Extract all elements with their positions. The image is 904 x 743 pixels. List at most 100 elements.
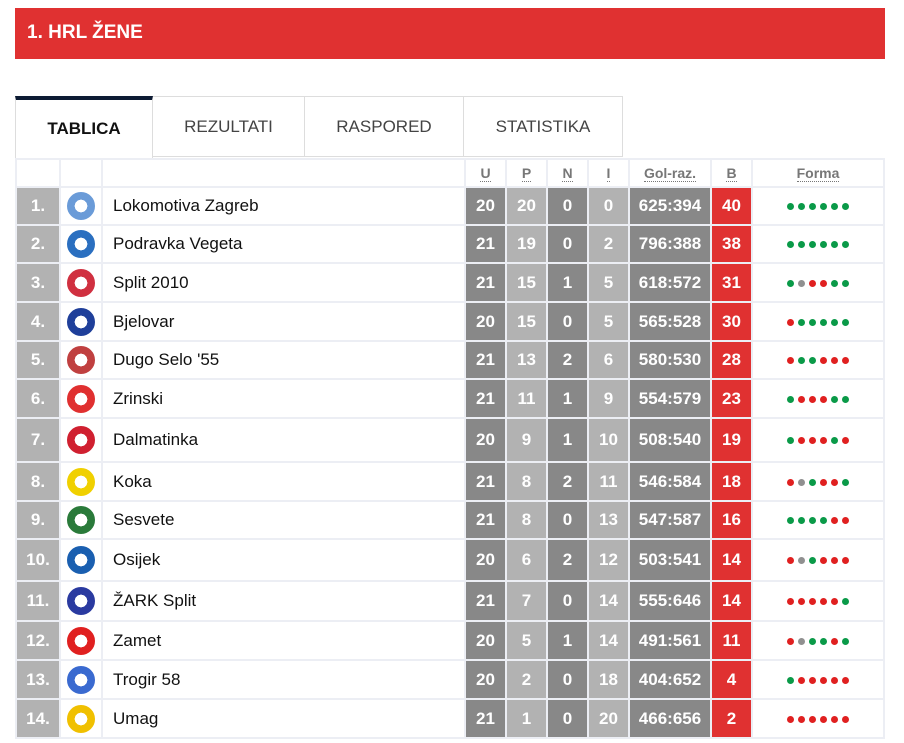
rank: 13. xyxy=(15,659,61,700)
wins: 8 xyxy=(505,461,548,502)
wins: 15 xyxy=(505,301,548,342)
tab-rezultati[interactable]: REZULTATI xyxy=(153,96,305,157)
team-name[interactable]: Trogir 58 xyxy=(101,659,466,700)
table-row[interactable]: 7. Dalmatinka 20 9 1 10 508:540 19 xyxy=(15,417,885,463)
losses: 18 xyxy=(587,659,630,700)
form-dot-loss xyxy=(820,395,827,403)
team-logo-icon xyxy=(67,307,95,336)
form-dot-win xyxy=(809,478,816,486)
points: 30 xyxy=(710,301,753,342)
form-dot-win xyxy=(831,241,838,249)
points: 18 xyxy=(710,461,753,502)
rank: 8. xyxy=(15,461,61,502)
team-name[interactable]: Split 2010 xyxy=(101,262,466,303)
form-dot-win xyxy=(831,395,838,403)
form xyxy=(751,659,885,700)
col-n[interactable]: N xyxy=(546,158,589,188)
points: 14 xyxy=(710,580,753,622)
col-u[interactable]: U xyxy=(464,158,507,188)
form-dot-win xyxy=(842,318,849,326)
col-p[interactable]: P xyxy=(505,158,548,188)
team-logo-icon xyxy=(67,546,95,574)
col-gol[interactable]: Gol-raz. xyxy=(628,158,712,188)
form-dot-loss xyxy=(842,437,849,445)
form-dot-loss xyxy=(787,557,794,565)
draws: 0 xyxy=(546,659,589,700)
table-row[interactable]: 2. Podravka Vegeta 21 19 0 2 796:388 38 xyxy=(15,224,885,264)
form-dot-loss xyxy=(787,637,794,645)
team-logo xyxy=(59,580,103,622)
form-dot-loss xyxy=(842,715,849,723)
form-dot-win xyxy=(820,318,827,326)
rank-header xyxy=(15,158,61,188)
table-row[interactable]: 4. Bjelovar 20 15 0 5 565:528 30 xyxy=(15,301,885,342)
table-row[interactable]: 6. Zrinski 21 11 1 9 554:579 23 xyxy=(15,378,885,419)
table-row[interactable]: 12. Zamet 20 5 1 14 491:561 11 xyxy=(15,620,885,661)
team-name[interactable]: Zrinski xyxy=(101,378,466,419)
goal-difference: 547:587 xyxy=(628,500,712,540)
team-name[interactable]: Bjelovar xyxy=(101,301,466,342)
form xyxy=(751,186,885,226)
team-logo-icon xyxy=(67,230,95,258)
form-dot-loss xyxy=(842,357,849,365)
team-name[interactable]: Zamet xyxy=(101,620,466,661)
team-name[interactable]: Dugo Selo '55 xyxy=(101,340,466,380)
team-name[interactable]: Podravka Vegeta xyxy=(101,224,466,264)
draws: 0 xyxy=(546,224,589,264)
points: 11 xyxy=(710,620,753,661)
team-name[interactable]: Dalmatinka xyxy=(101,417,466,463)
table-row[interactable]: 1. Lokomotiva Zagreb 20 20 0 0 625:394 4… xyxy=(15,186,885,226)
table-row[interactable]: 10. Osijek 20 6 2 12 503:541 14 xyxy=(15,538,885,582)
form-dot-win xyxy=(787,203,794,211)
table-row[interactable]: 11. ŽARK Split 21 7 0 14 555:646 14 xyxy=(15,580,885,622)
wins: 8 xyxy=(505,500,548,540)
team-name[interactable]: Koka xyxy=(101,461,466,502)
team-name[interactable]: ŽARK Split xyxy=(101,580,466,622)
form-dot-loss xyxy=(798,437,805,445)
wins: 13 xyxy=(505,340,548,380)
form-dot-win xyxy=(831,318,838,326)
form-dot-draw xyxy=(798,478,805,486)
team-name[interactable]: Umag xyxy=(101,698,466,739)
draws: 1 xyxy=(546,262,589,303)
form-dot-loss xyxy=(787,478,794,486)
team-logo xyxy=(59,378,103,419)
goal-difference: 625:394 xyxy=(628,186,712,226)
table-row[interactable]: 14. Umag 21 1 0 20 466:656 2 xyxy=(15,698,885,739)
draws: 0 xyxy=(546,500,589,540)
played: 21 xyxy=(464,461,507,502)
form-dot-win xyxy=(798,241,805,249)
points: 4 xyxy=(710,659,753,700)
team-logo xyxy=(59,262,103,303)
col-i[interactable]: I xyxy=(587,158,630,188)
table-row[interactable]: 9. Sesvete 21 8 0 13 547:587 16 xyxy=(15,500,885,540)
rank: 6. xyxy=(15,378,61,419)
tab-tablica[interactable]: TABLICA xyxy=(15,96,153,158)
col-b[interactable]: B xyxy=(710,158,753,188)
table-row[interactable]: 8. Koka 21 8 2 11 546:584 18 xyxy=(15,461,885,502)
team-logo xyxy=(59,538,103,582)
form-dot-loss xyxy=(809,715,816,723)
table-row[interactable]: 13. Trogir 58 20 2 0 18 404:652 4 xyxy=(15,659,885,700)
team-name[interactable]: Osijek xyxy=(101,538,466,582)
played: 20 xyxy=(464,417,507,463)
form-dot-loss xyxy=(831,517,838,525)
table-row[interactable]: 5. Dugo Selo '55 21 13 2 6 580:530 28 xyxy=(15,340,885,380)
standings-table: U P N I Gol-raz. B Forma 1. Lokomotiva Z… xyxy=(15,158,885,739)
form xyxy=(751,340,885,380)
form-dot-draw xyxy=(798,557,805,565)
col-forma[interactable]: Forma xyxy=(751,158,885,188)
form xyxy=(751,538,885,582)
draws: 2 xyxy=(546,461,589,502)
form-dot-loss xyxy=(831,357,838,365)
table-row[interactable]: 3. Split 2010 21 15 1 5 618:572 31 xyxy=(15,262,885,303)
tab-raspored[interactable]: RASPORED xyxy=(305,96,464,157)
team-name[interactable]: Lokomotiva Zagreb xyxy=(101,186,466,226)
form-dot-loss xyxy=(820,557,827,565)
team-name[interactable]: Sesvete xyxy=(101,500,466,540)
form-dot-win xyxy=(809,357,816,365)
team-logo-icon xyxy=(67,426,95,454)
tab-statistika[interactable]: STATISTIKA xyxy=(464,96,623,157)
played: 21 xyxy=(464,698,507,739)
rank: 10. xyxy=(15,538,61,582)
